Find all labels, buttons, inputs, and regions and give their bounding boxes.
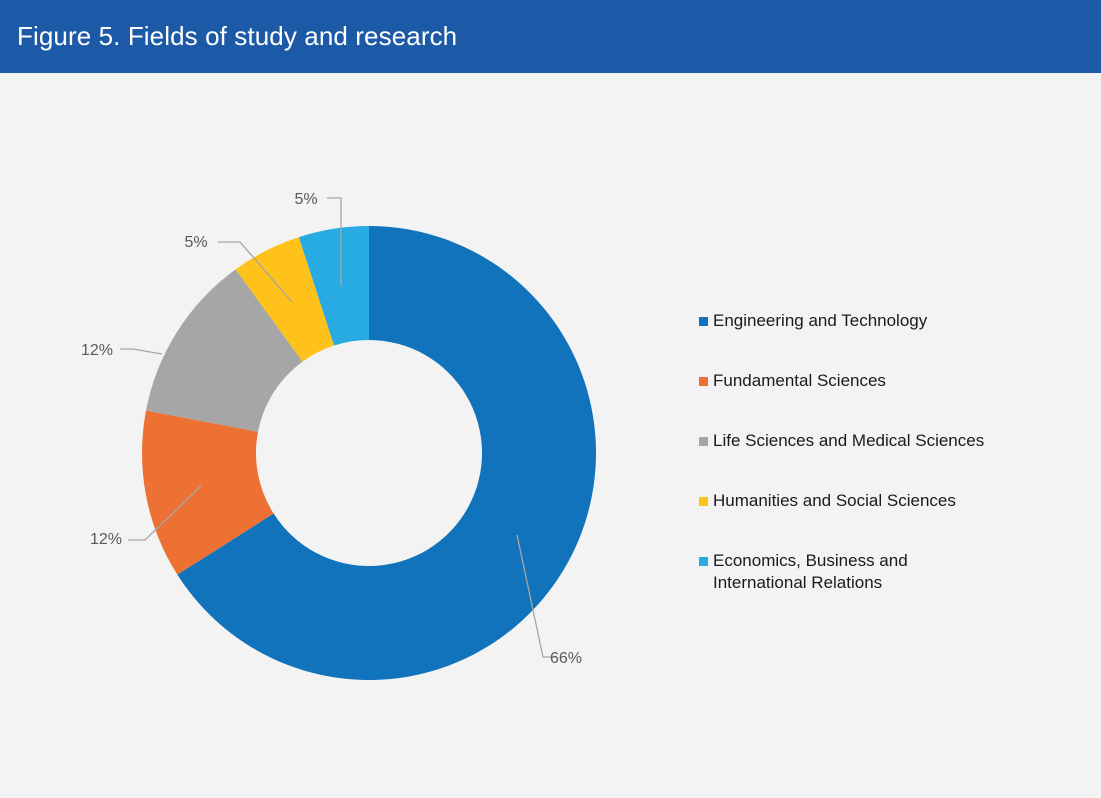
data-label: 12% <box>81 342 113 359</box>
legend-label: Life Sciences and Medical Sciences <box>713 431 985 450</box>
legend-item-life-sciences: Life Sciences and Medical Sciences <box>699 430 1079 490</box>
data-labels: 66% 12% 12% 5% 5% <box>81 191 582 667</box>
leader-line <box>327 197 342 286</box>
donut-slices <box>142 226 597 680</box>
data-label: 5% <box>184 234 207 251</box>
data-label: 5% <box>294 191 317 208</box>
legend-item-fundamental: Fundamental Sciences <box>699 370 1079 430</box>
slice-humanities <box>235 237 335 362</box>
legend-label: Humanities and Social Sciences <box>713 491 956 510</box>
legend-swatch <box>699 317 708 326</box>
leader-line <box>218 241 293 303</box>
leader-lines <box>120 197 556 658</box>
legend-swatch <box>699 437 708 446</box>
legend-item-humanities: Humanities and Social Sciences <box>699 490 1079 550</box>
leader-line <box>128 485 202 541</box>
data-label: 66% <box>550 650 582 667</box>
legend-label: Economics, Business and International Re… <box>713 551 908 592</box>
legend-swatch <box>699 497 708 506</box>
leader-line <box>120 348 163 355</box>
data-label: 12% <box>90 531 122 548</box>
legend-swatch <box>699 557 708 566</box>
leader-line <box>516 534 556 658</box>
legend-label: Engineering and Technology <box>713 311 928 330</box>
slice-fundamental <box>142 410 274 575</box>
figure-title: Figure 5. Fields of study and research <box>17 21 458 51</box>
figure-header: Figure 5. Fields of study and research <box>0 0 1101 73</box>
legend-swatch <box>699 377 708 386</box>
chart-legend: Engineering and Technology Fundamental S… <box>699 310 1079 610</box>
legend-item-engineering: Engineering and Technology <box>699 310 1079 370</box>
legend-item-economics: Economics, Business and International Re… <box>699 550 1079 610</box>
slice-economics <box>298 226 369 346</box>
slice-life-sciences <box>146 269 303 432</box>
legend-label: Fundamental Sciences <box>713 371 886 390</box>
slice-engineering <box>177 226 597 680</box>
